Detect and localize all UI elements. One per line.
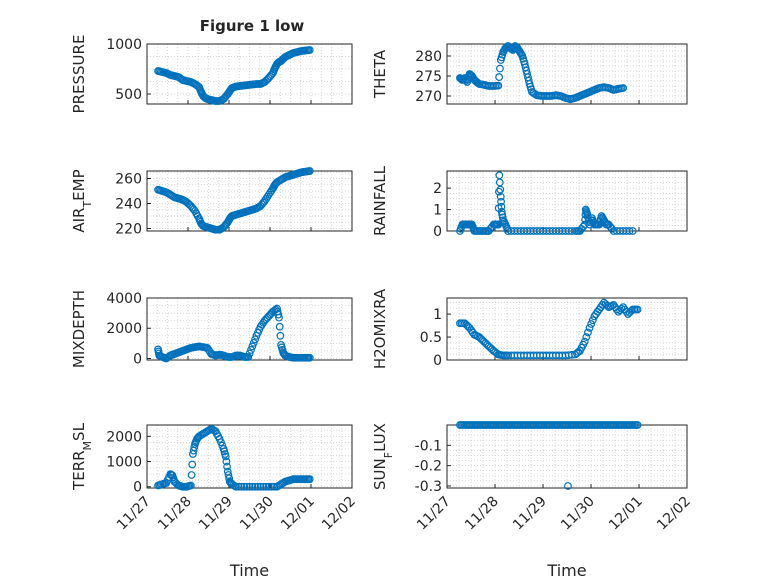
svg-text:TERRMSL: TERRMSL	[70, 422, 94, 491]
y-axis-label: THETA	[371, 49, 389, 99]
y-axis-label: AIRTEMP	[70, 169, 94, 232]
x-tick-label: 11/27	[114, 494, 154, 534]
panel-sun_flux: -0.3 -0.2 -0.1 11/27 11/28 11/29 11/30 12/01 12/…	[414, 422, 694, 580]
y-tick-label: 260	[115, 172, 142, 188]
panel-air_temp: 220 240 260	[115, 168, 352, 238]
y-tick-label: 240	[115, 197, 142, 213]
figure-title: Figure 1 low	[200, 17, 305, 35]
y-tick-label: 275	[415, 69, 442, 85]
x-tick-label: 12/02	[319, 494, 359, 534]
y-tick-label: -0.1	[415, 438, 442, 454]
y-tick-label: 4000	[106, 291, 142, 307]
y-tick-label: 0.5	[420, 330, 442, 346]
y-tick-label: -0.3	[415, 479, 442, 495]
y-tick-label: 2000	[106, 429, 142, 445]
y-axis-label: PRESSURE	[70, 35, 88, 114]
x-tick-label: 11/28	[155, 494, 195, 534]
x-tick-label: 11/28	[462, 494, 502, 534]
y-tick-label: 0	[433, 353, 442, 369]
x-tick-label: 11/27	[414, 494, 454, 534]
y-tick-label: 1000	[106, 37, 142, 53]
y-axis-label: H2OMIXRA	[371, 288, 389, 369]
y-tick-label: 0	[433, 224, 442, 240]
y-tick-label: 1	[433, 307, 442, 323]
x-tick-label: 11/29	[510, 494, 550, 534]
x-tick-label: 12/02	[654, 494, 694, 534]
y-tick-label: 220	[115, 222, 142, 238]
x-axis-label: Time	[229, 561, 269, 580]
y-tick-label: -0.2	[415, 459, 442, 475]
y-axis-label: SUNFLUX	[371, 423, 395, 490]
y-axis-label: TERRMSL	[70, 422, 94, 491]
panel-terr_msl: 0 1000 2000 11/27 11/28 11/29 11/30 12/01 12/02 T…	[106, 425, 358, 580]
y-axis-label: RAINFALL	[371, 165, 389, 236]
y-tick-label: 2000	[106, 321, 142, 337]
svg-text:SUNFLUX: SUNFLUX	[371, 423, 395, 490]
y-tick-label: 1	[433, 203, 442, 219]
x-tick-label: 12/01	[606, 494, 646, 534]
y-tick-label: 500	[115, 87, 142, 103]
x-tick-label: 11/30	[237, 494, 277, 534]
panel-theta: 270 275 280 THETA	[371, 43, 687, 105]
panel-mixdepth: 0 2000 4000 MIXDEPTH	[70, 290, 352, 368]
y-tick-label: 280	[415, 49, 442, 65]
panel-pressure: 500 1000 PRESSURE	[70, 35, 352, 114]
x-tick-label: 11/29	[196, 494, 236, 534]
y-tick-label: 0	[133, 351, 142, 367]
y-tick-label: 2	[433, 181, 442, 197]
y-tick-label: 270	[415, 89, 442, 105]
x-tick-label: 12/01	[278, 494, 318, 534]
panel-h2omixra: 0 0.5 1 H2OMIXRA	[371, 288, 687, 369]
figure: Figure 1 low 5001000PRESSURE 270275280THE…	[0, 0, 778, 583]
x-tick-label: 11/30	[558, 494, 598, 534]
svg-text:AIRTEMP: AIRTEMP	[70, 169, 94, 232]
y-axis-label: MIXDEPTH	[70, 290, 88, 368]
panel-rainfall: 0 1 2 RAINFALL	[371, 165, 687, 240]
y-tick-label: 1000	[106, 455, 142, 471]
x-axis-label: Time	[546, 561, 586, 580]
y-tick-label: 0	[133, 480, 142, 496]
